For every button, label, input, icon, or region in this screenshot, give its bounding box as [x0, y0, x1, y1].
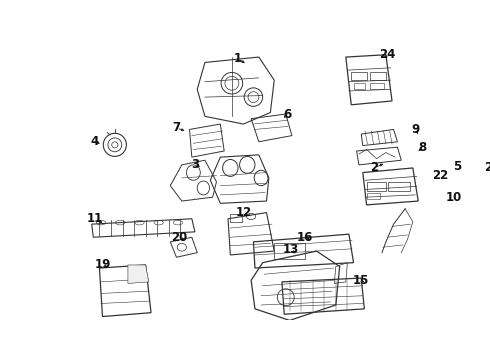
- Text: 9: 9: [411, 123, 419, 136]
- Text: 3: 3: [191, 158, 199, 171]
- Bar: [230, 214, 242, 222]
- Text: 2: 2: [370, 161, 378, 175]
- Text: 24: 24: [379, 48, 395, 61]
- Bar: [367, 182, 386, 191]
- Bar: [447, 168, 460, 193]
- Bar: [367, 193, 381, 199]
- Text: 19: 19: [95, 258, 111, 271]
- Text: 6: 6: [283, 108, 292, 121]
- Text: 1: 1: [234, 52, 242, 65]
- Text: 10: 10: [445, 191, 462, 204]
- Bar: [370, 72, 386, 80]
- Text: 4: 4: [91, 135, 99, 148]
- Text: 11: 11: [87, 212, 103, 225]
- Bar: [370, 83, 384, 89]
- Bar: [351, 72, 367, 80]
- Text: 7: 7: [172, 121, 180, 134]
- Text: 12: 12: [235, 206, 251, 219]
- Bar: [388, 182, 410, 191]
- Polygon shape: [128, 265, 149, 283]
- Bar: [354, 83, 365, 89]
- Text: 15: 15: [353, 274, 369, 287]
- Text: 13: 13: [282, 243, 298, 256]
- Text: 22: 22: [432, 169, 448, 182]
- Text: 5: 5: [453, 160, 461, 173]
- Bar: [274, 243, 305, 259]
- Text: 20: 20: [172, 231, 188, 244]
- Text: 23: 23: [484, 161, 490, 175]
- Text: 16: 16: [297, 231, 313, 244]
- Text: 8: 8: [419, 141, 427, 154]
